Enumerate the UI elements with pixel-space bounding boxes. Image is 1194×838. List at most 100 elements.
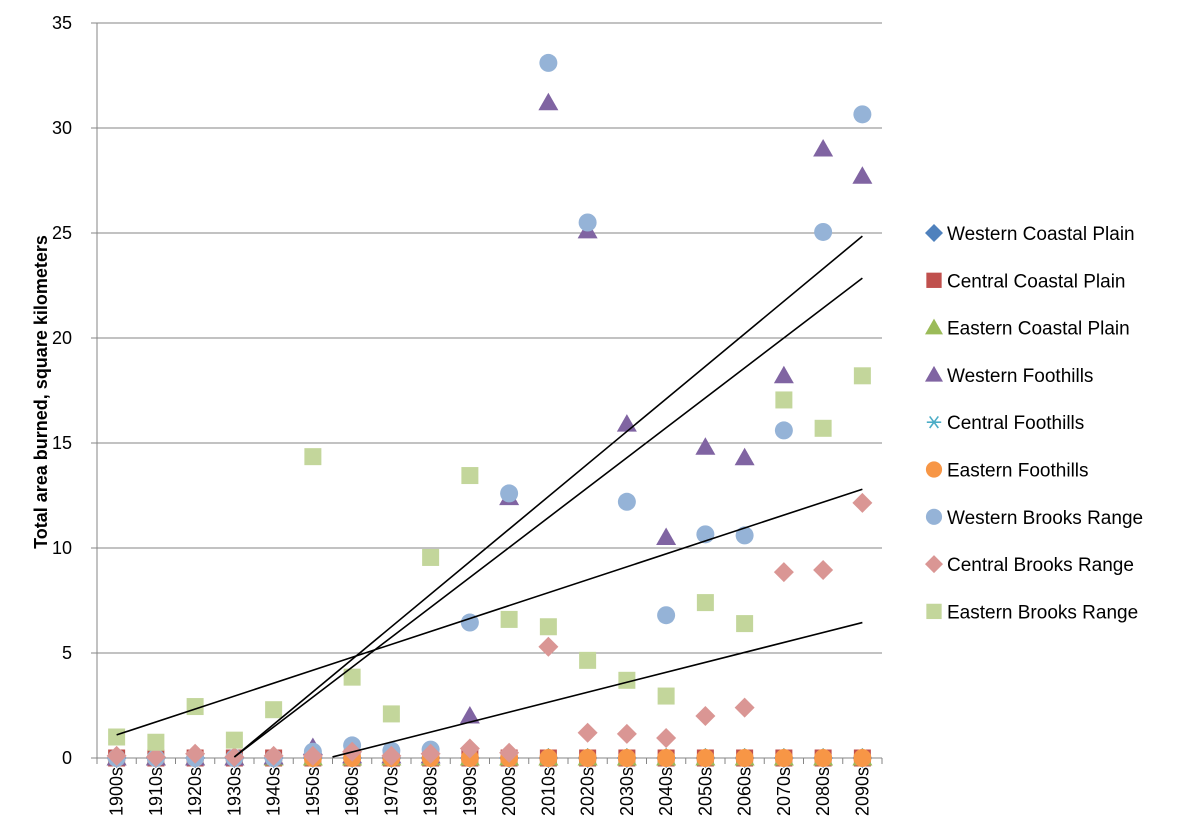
trendline <box>116 488 863 736</box>
x-tick-label: 2000s <box>499 767 519 816</box>
legend-label-western-foothills: Western Foothills <box>947 366 1093 387</box>
y-tick-label: 5 <box>62 643 72 663</box>
y-axis-label: Total area burned, square kilometers <box>31 235 51 549</box>
x-tick-label: 1940s <box>264 767 284 816</box>
point-western-foothills <box>656 527 677 545</box>
point-western-foothills <box>695 437 716 455</box>
legend-label-central-brooks-range: Central Brooks Range <box>947 555 1134 576</box>
point-central-brooks-range <box>734 697 755 718</box>
point-eastern-foothills <box>696 749 715 767</box>
x-tick-label: 1920s <box>185 767 205 816</box>
x-tick-label: 1950s <box>303 767 323 816</box>
point-eastern-brooks-range <box>343 668 361 686</box>
x-tick-label: 2070s <box>774 767 794 816</box>
point-central-brooks-range <box>813 560 834 581</box>
trendline <box>233 235 863 758</box>
point-central-brooks-range <box>420 743 441 764</box>
y-tick-label: 35 <box>52 13 72 33</box>
legend-label-eastern-coastal-plain: Eastern Coastal Plain <box>947 319 1130 340</box>
point-central-brooks-range <box>106 745 127 766</box>
x-tick-label: 1980s <box>421 767 441 816</box>
legend-label-eastern-brooks-range: Eastern Brooks Range <box>947 602 1138 623</box>
x-tick-label: 1970s <box>381 767 401 816</box>
point-eastern-brooks-range <box>382 705 400 723</box>
point-western-foothills <box>813 139 834 157</box>
legend-marker-western-foothills <box>925 365 943 382</box>
point-western-foothills <box>852 166 873 184</box>
point-eastern-foothills <box>735 749 754 767</box>
point-central-brooks-range <box>577 722 598 743</box>
point-western-brooks-range <box>853 105 872 124</box>
x-tick-label: 1910s <box>146 767 166 816</box>
data-points <box>106 53 873 768</box>
gridlines <box>91 22 882 759</box>
point-western-brooks-range <box>500 484 519 503</box>
point-eastern-brooks-range <box>147 733 165 751</box>
point-central-brooks-range <box>852 492 873 513</box>
point-eastern-brooks-range <box>500 610 518 628</box>
x-tick-label: 2050s <box>695 767 715 816</box>
point-eastern-brooks-range <box>657 687 675 705</box>
point-eastern-brooks-range <box>304 448 322 466</box>
point-western-foothills <box>616 414 637 432</box>
point-western-brooks-range <box>539 53 558 72</box>
legend-label-western-brooks-range: Western Brooks Range <box>947 508 1143 529</box>
legend-marker-western-coastal-plain <box>925 224 943 242</box>
point-eastern-brooks-range <box>853 367 871 385</box>
x-tick-label: 2080s <box>813 767 833 816</box>
point-western-brooks-range <box>578 213 597 232</box>
legend-label-central-foothills: Central Foothills <box>947 413 1084 434</box>
x-tick-label: 2010s <box>538 767 558 816</box>
point-eastern-brooks-range <box>696 594 714 612</box>
point-central-brooks-range <box>656 728 677 749</box>
legend-marker-western-brooks-range <box>925 508 943 525</box>
legend: Western Coastal Plain Central Coastal Pla… <box>925 224 1143 623</box>
x-tick-label: 1930s <box>224 767 244 816</box>
point-western-foothills <box>773 365 794 384</box>
trendlines <box>116 235 863 758</box>
y-tick-label: 20 <box>52 328 72 348</box>
trendline <box>233 277 863 758</box>
x-tick-label: 2040s <box>656 767 676 816</box>
legend-label-western-coastal-plain: Western Coastal Plain <box>947 224 1135 245</box>
point-central-brooks-range <box>773 562 794 583</box>
legend-label-central-coastal-plain: Central Coastal Plain <box>947 271 1125 292</box>
point-western-foothills <box>459 706 480 724</box>
legend-marker-eastern-brooks-range <box>926 603 942 620</box>
x-tick-label: 2090s <box>852 767 872 816</box>
x-tick-label: 2030s <box>617 767 637 816</box>
point-western-brooks-range <box>617 492 636 511</box>
y-tick-labels: 0 5 10 15 20 25 30 35 <box>52 13 72 768</box>
legend-label-eastern-foothills: Eastern Foothills <box>947 461 1089 482</box>
x-tick-label: 1900s <box>107 767 127 816</box>
point-eastern-brooks-range <box>775 391 793 409</box>
point-central-brooks-range <box>459 738 480 759</box>
point-western-brooks-range <box>735 526 754 545</box>
point-central-brooks-range <box>381 745 402 766</box>
point-eastern-foothills <box>814 749 833 767</box>
y-tick-label: 10 <box>52 538 72 558</box>
point-western-brooks-range <box>774 421 793 440</box>
point-eastern-foothills <box>657 749 676 767</box>
point-eastern-brooks-range <box>265 701 283 719</box>
x-tick-label: 2020s <box>578 767 598 816</box>
point-central-brooks-range <box>695 706 716 726</box>
point-central-brooks-range <box>263 745 284 766</box>
point-central-brooks-range <box>145 746 166 767</box>
point-eastern-brooks-range <box>539 618 557 636</box>
point-eastern-foothills <box>853 749 872 767</box>
point-eastern-foothills <box>617 749 636 767</box>
y-tick-label: 25 <box>52 223 72 243</box>
point-western-brooks-range <box>814 222 833 241</box>
legend-marker-eastern-foothills <box>925 461 943 478</box>
point-central-brooks-range <box>499 742 520 763</box>
trendline <box>332 621 863 758</box>
legend-marker-central-brooks-range <box>925 555 943 574</box>
x-tick-label: 2060s <box>735 767 755 816</box>
point-eastern-brooks-range <box>579 651 597 669</box>
x-tick-label: 1960s <box>342 767 362 816</box>
point-eastern-brooks-range <box>422 548 440 566</box>
point-western-foothills <box>538 92 559 111</box>
legend-marker-central-coastal-plain <box>926 272 942 288</box>
